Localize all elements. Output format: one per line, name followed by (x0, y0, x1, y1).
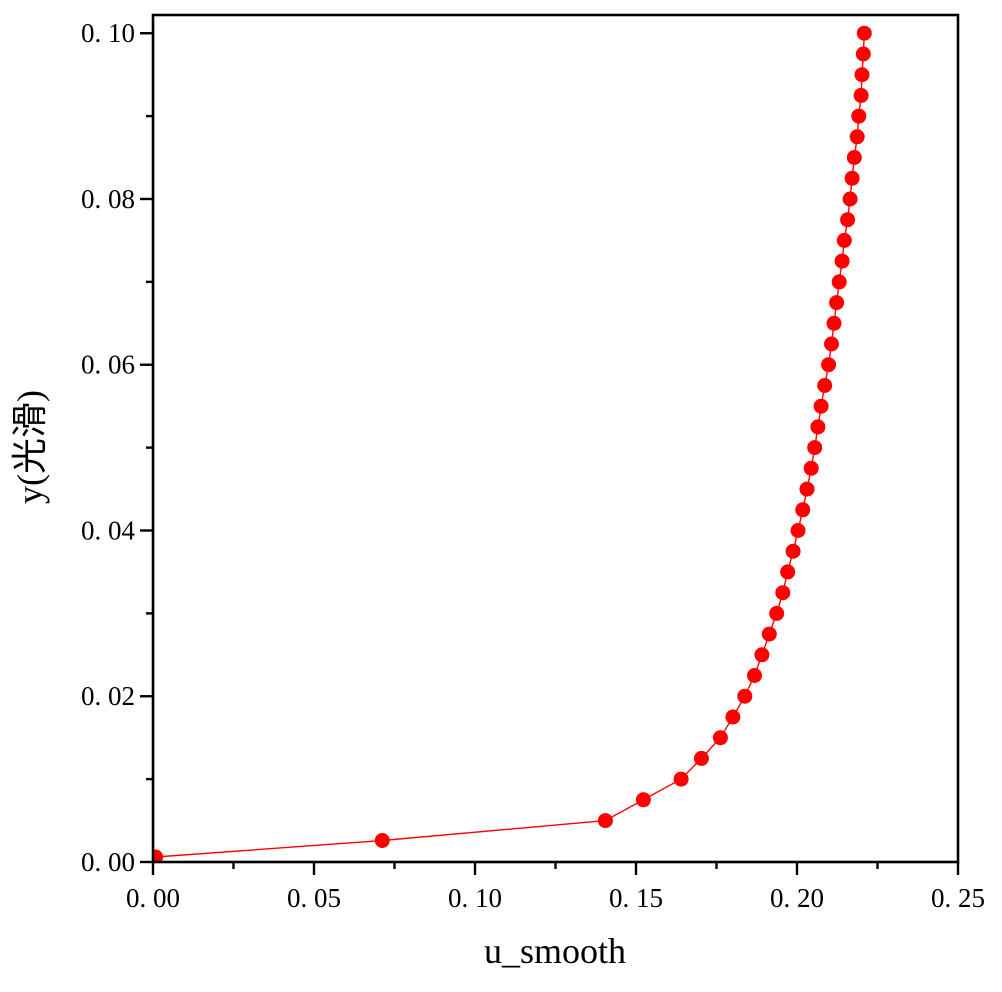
y-tick-label: 0. 08 (81, 184, 135, 214)
data-point-marker (374, 833, 390, 848)
data-point-marker (761, 626, 777, 642)
data-point-marker (854, 67, 870, 83)
data-point-marker (799, 481, 815, 497)
data-point-marker (821, 357, 837, 373)
data-point-marker (834, 253, 850, 269)
data-point-marker (836, 232, 852, 248)
y-tick-label: 0. 04 (81, 516, 136, 546)
data-point-marker (851, 108, 867, 124)
data-point-marker (846, 150, 862, 165)
data-point-marker (826, 315, 842, 331)
tick-label-layer: 0. 00 0. 05 0. 10 0. 15 0. 20 0. 25 0. 00 0. 02… (81, 18, 985, 913)
plot-frame (151, 13, 960, 864)
data-point-marker (725, 709, 741, 725)
x-tick-label: 0. 00 (126, 883, 180, 913)
data-point-marker (635, 792, 651, 808)
data-point-marker (153, 849, 164, 862)
data-point-marker (785, 543, 801, 559)
data-point-marker (813, 398, 829, 414)
data-point-marker (855, 46, 871, 62)
x-axis-title: u_smooth (484, 931, 626, 971)
x-tick-label: 0. 20 (770, 883, 824, 913)
y-tick-label: 0. 02 (81, 681, 135, 711)
data-point-marker (769, 605, 785, 621)
data-point-marker (849, 129, 865, 145)
y-axis-title: y(光滑) (10, 390, 50, 504)
data-point-marker (795, 502, 811, 518)
data-point-marker (840, 212, 856, 228)
data-point-marker (747, 668, 762, 683)
data-point-marker (693, 750, 709, 766)
data-point-marker (712, 730, 728, 746)
x-tick-label: 0. 10 (448, 883, 502, 913)
data-point-marker (807, 440, 823, 456)
data-point-marker (856, 25, 872, 41)
data-point-marker (853, 87, 869, 103)
data-point-marker (831, 274, 847, 290)
data-point-marker (842, 191, 858, 207)
y-tick-label: 0. 06 (81, 350, 135, 380)
y-tick-label: 0. 00 (81, 847, 135, 877)
data-point-marker (775, 585, 791, 601)
x-tick-label: 0. 15 (609, 883, 663, 913)
data-point-marker (754, 647, 770, 663)
data-point-marker (597, 813, 613, 829)
x-tick-label: 0. 25 (931, 883, 985, 913)
data-point-marker (817, 378, 833, 393)
data-point-marker (810, 419, 826, 435)
data-point-marker (790, 523, 806, 538)
data-point-marker (829, 295, 845, 311)
data-point-marker (673, 771, 689, 787)
axis-layer (140, 13, 960, 875)
data-point-marker (844, 170, 860, 186)
x-tick-label: 0. 05 (287, 883, 341, 913)
data-series-layer (153, 25, 872, 862)
y-tick-label: 0. 10 (81, 18, 135, 48)
series-line (155, 33, 865, 858)
data-point-marker (780, 564, 796, 580)
data-point-marker (803, 460, 819, 476)
data-point-marker (824, 336, 839, 352)
data-point-marker (737, 688, 753, 704)
